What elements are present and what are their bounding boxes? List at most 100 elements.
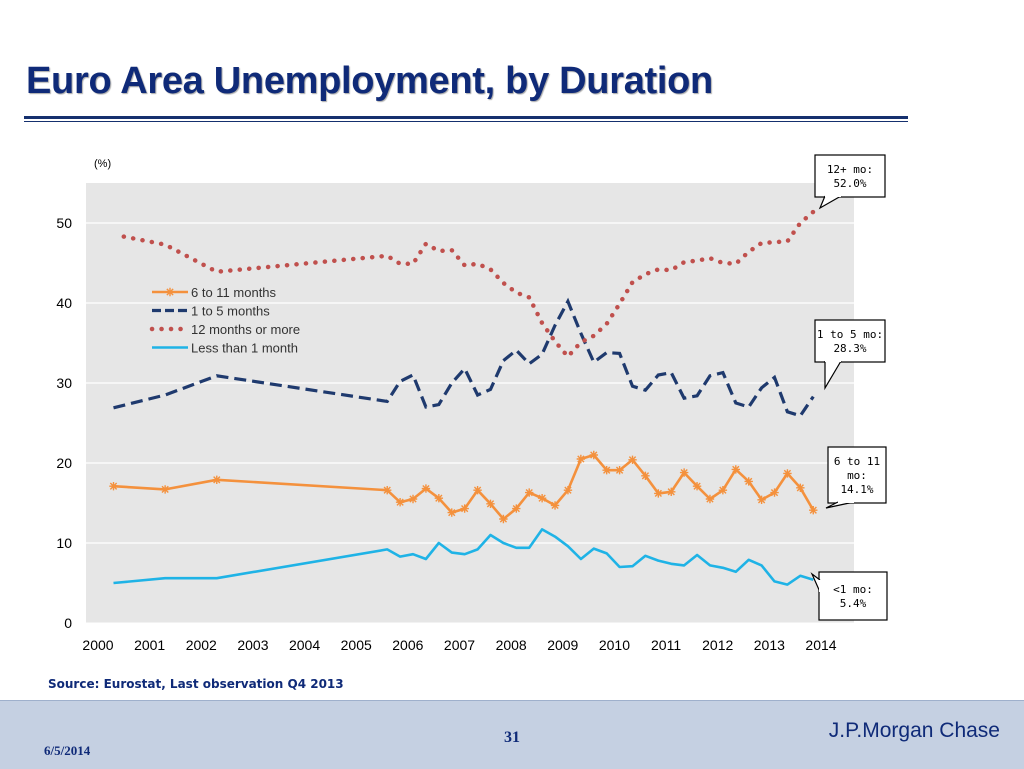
series-marker: [705, 494, 715, 504]
callout-text: <1 mo:: [833, 583, 873, 596]
x-tick-label: 2012: [702, 637, 733, 653]
y-tick-label: 10: [56, 535, 72, 551]
series-marker: [641, 471, 650, 480]
gridlines: [86, 222, 854, 624]
series-marker: [576, 454, 586, 464]
callout-text: 6 to 11: [834, 455, 880, 468]
callout-box: <1 mo:5.4%: [810, 571, 888, 621]
callout-frame: [814, 154, 886, 198]
callout-tail: [818, 195, 842, 210]
series-marker: [165, 287, 175, 297]
series-marker: [486, 499, 495, 508]
series-marker: [383, 486, 392, 495]
title-rule-thick: [24, 116, 908, 119]
callout-frame: [818, 571, 888, 621]
series-marker: [718, 486, 728, 495]
callout-tail: [824, 360, 842, 391]
legend-label: 12 months or more: [191, 322, 300, 337]
callout-tail: [810, 572, 821, 593]
series-marker: [512, 504, 521, 513]
series-6-to-11-months: [109, 450, 818, 524]
series-marker: [160, 485, 170, 494]
series-marker: [537, 494, 547, 503]
slide-title: Euro Area Unemployment, by Duration: [26, 60, 713, 102]
series-marker: [809, 506, 818, 515]
series-layer: [109, 209, 818, 586]
callout-frame: [814, 319, 886, 363]
x-tick-label: 2000: [82, 637, 113, 653]
series-marker: [615, 466, 624, 475]
series-1-to-5-months: [113, 297, 815, 418]
series-marker: [473, 486, 482, 495]
series-marker: [692, 482, 702, 491]
series-marker: [460, 504, 469, 513]
series-line: [121, 209, 816, 361]
source-note: Source: Eurostat, Last observation Q4 20…: [48, 677, 344, 691]
series-12-months-or-more: [121, 209, 816, 361]
series-marker: [395, 498, 405, 507]
legend-label: 6 to 11 months: [191, 285, 277, 300]
series-marker: [109, 482, 118, 491]
y-tick-label: 50: [56, 215, 72, 231]
series-marker: [499, 514, 508, 524]
legend-label: 1 to 5 months: [191, 304, 270, 319]
y-unit-label: (%): [94, 158, 111, 170]
callout-text: 5.4%: [840, 597, 867, 610]
callout-text: mo:: [847, 469, 867, 482]
y-axis-ticks: 0 10 20 30 40 50: [56, 215, 72, 631]
series-marker: [212, 475, 221, 484]
callout-text: 28.3%: [833, 342, 866, 355]
series-marker: [589, 450, 598, 460]
series-marker: [667, 487, 676, 496]
series-marker: [757, 495, 766, 504]
y-tick-label: 30: [56, 375, 72, 391]
series-marker: [783, 469, 792, 478]
unemployment-duration-chart: 0 10 20 30 40 50 2000 2001 2002 2003 2004 2005 2006…: [56, 154, 888, 653]
callout-box: 12+ mo:52.0%: [814, 154, 886, 210]
x-tick-label: 2010: [599, 637, 630, 653]
x-tick-label: 2005: [341, 637, 372, 653]
series-marker: [628, 455, 637, 464]
plot-area: [86, 183, 854, 623]
y-tick-label: 20: [56, 455, 72, 471]
x-tick-label: 2004: [289, 637, 320, 653]
x-tick-label: 2007: [444, 637, 475, 653]
x-tick-label: 2006: [392, 637, 423, 653]
series-marker: [434, 494, 444, 503]
series-less-than-1-month: [113, 528, 814, 586]
series-marker: [602, 466, 611, 475]
x-tick-label: 2014: [805, 637, 836, 653]
y-tick-label: 0: [64, 615, 72, 631]
callouts: 12+ mo:52.0% 1 to 5 mo:28.3% 6 to 11mo:14.…: [810, 154, 888, 621]
series-marker: [654, 489, 663, 498]
callout-box: 1 to 5 mo:28.3%: [814, 319, 886, 391]
series-marker: [770, 488, 779, 497]
series-marker: [744, 477, 753, 486]
page-number: 31: [504, 729, 520, 746]
footer-bar: 31 6/5/2014 J.P.Morgan Chase: [0, 700, 1024, 769]
series-marker: [796, 483, 805, 492]
series-marker: [408, 494, 418, 504]
y-tick-label: 40: [56, 295, 72, 311]
series-marker: [447, 508, 456, 517]
x-tick-label: 2003: [237, 637, 268, 653]
brand-logo-text: J.P.Morgan Chase: [828, 719, 1000, 742]
title-rule-thin: [24, 121, 908, 122]
callout-frame: [827, 446, 887, 504]
x-tick-label: 2009: [547, 637, 578, 653]
x-tick-label: 2008: [496, 637, 527, 653]
x-tick-label: 2013: [754, 637, 785, 653]
callout-text: 52.0%: [833, 177, 866, 190]
callout-text: 1 to 5 mo:: [817, 328, 883, 341]
x-tick-label: 2011: [651, 637, 681, 653]
x-tick-label: 2001: [134, 637, 165, 653]
x-axis-ticks: 2000 2001 2002 2003 2004 2005 2006 2007 2008 2009…: [82, 637, 836, 653]
callout-text: 12+ mo:: [827, 163, 873, 176]
legend-label: Less than 1 month: [191, 341, 298, 356]
series-marker: [525, 488, 534, 497]
series-marker: [563, 486, 573, 495]
series-line: [113, 528, 814, 586]
callout-text: 14.1%: [840, 483, 873, 496]
series-marker: [550, 501, 560, 510]
